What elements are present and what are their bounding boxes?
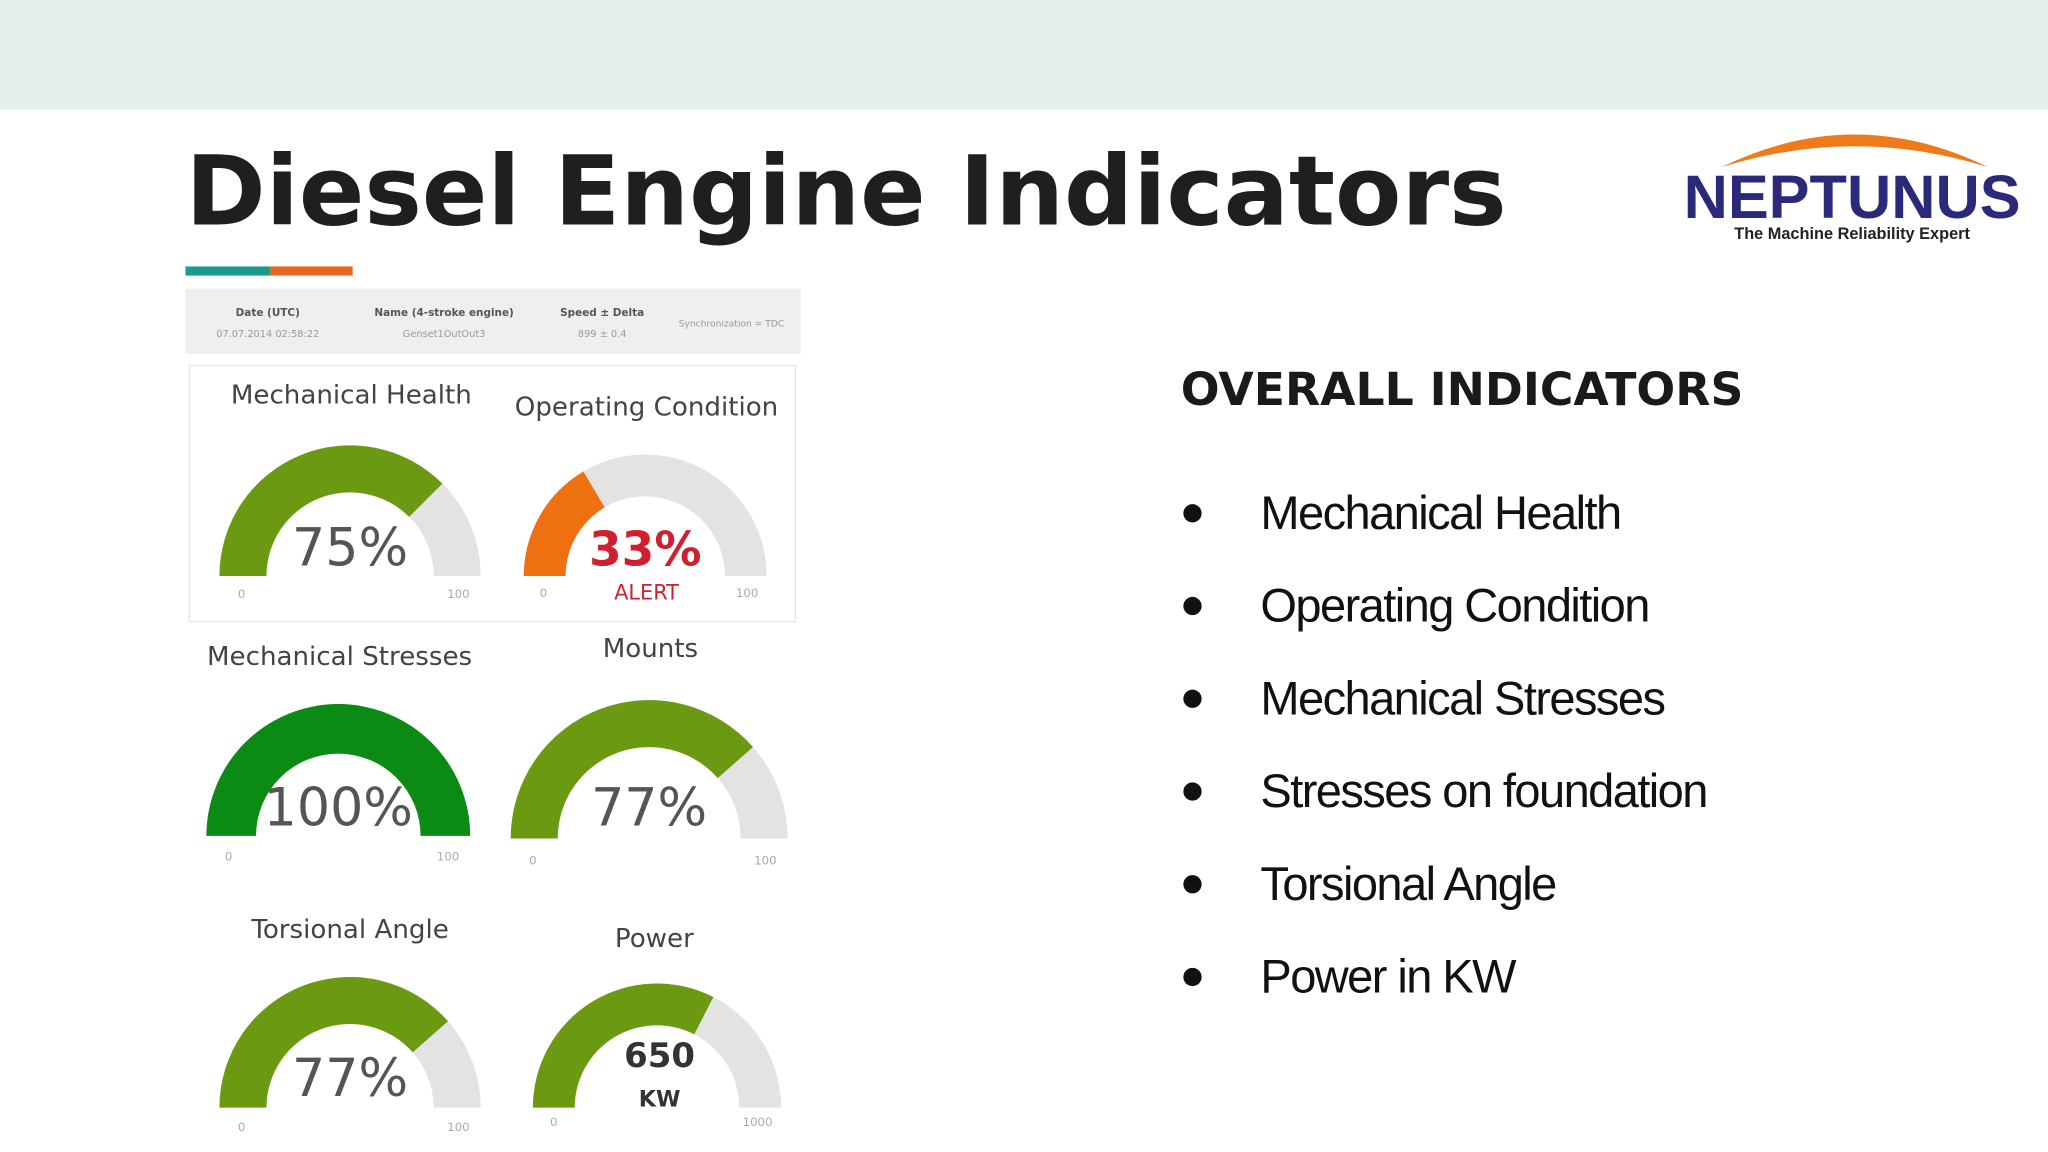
- gauge-max: 100: [736, 586, 758, 600]
- gauge-fill: [523, 471, 605, 576]
- gauge-title: Torsional Angle: [250, 915, 448, 945]
- info-label: Synchronization = TDC: [679, 320, 785, 330]
- gauge-min: 0: [225, 850, 232, 864]
- gauge-fill: [510, 700, 753, 839]
- gauges: Mechanical Health 75% 0 100 Operating Condit…: [206, 381, 788, 1134]
- indicator-item: Mechanical Stresses: [1260, 671, 1664, 724]
- gauge-unit: KW: [639, 1086, 681, 1112]
- indicator-item: Mechanical Health: [1260, 486, 1620, 539]
- info-strip: [185, 288, 801, 354]
- gauge-status: ALERT: [614, 581, 679, 605]
- bullet: [1183, 782, 1202, 801]
- logo-arc: [1721, 134, 1988, 168]
- logo: NEPTUNUS: [1684, 163, 2021, 232]
- gauge-fill: [532, 983, 714, 1108]
- gauge-min: 0: [238, 587, 245, 601]
- top-band: [0, 0, 2048, 110]
- gauge-fill: [206, 704, 471, 836]
- gauge-title: Operating Condition: [515, 392, 778, 422]
- indicator-list: Mechanical Health Operating Condition Mech…: [1183, 486, 1708, 1003]
- info-label: Name (4-stroke engine): [374, 307, 513, 319]
- slide-title: Diesel Engine Indicators: [185, 135, 1506, 248]
- gauge-max: 100: [447, 587, 469, 601]
- gauge-title: Mechanical Stresses: [207, 642, 472, 672]
- bullet: [1183, 504, 1202, 523]
- accent-teal: [185, 266, 271, 276]
- gauge-value: 75%: [292, 519, 408, 579]
- bullet: [1183, 596, 1202, 616]
- bullet: [1183, 967, 1202, 987]
- gauge-max: 100: [447, 1120, 469, 1134]
- indicator-item: Power in KW: [1260, 950, 1517, 1003]
- info-value: Genset1OutOut3: [403, 329, 486, 340]
- gauge-title: Power: [615, 924, 694, 954]
- gauge-fill: [219, 976, 449, 1108]
- gauge-value: 77%: [591, 778, 707, 838]
- gauge-title: Mounts: [603, 634, 698, 664]
- indicator-item: Operating Condition: [1260, 579, 1648, 632]
- info-value: 899 ± 0.4: [578, 329, 627, 340]
- gauge-value: 77%: [292, 1049, 408, 1109]
- gauge-value: 650: [624, 1036, 695, 1076]
- gauge-min: 0: [550, 1115, 557, 1129]
- gauge-min: 0: [529, 854, 536, 868]
- gauge-max: 1000: [743, 1115, 773, 1129]
- gauge-value: 100%: [264, 778, 413, 838]
- overall-heading: OVERALL INDICATORS: [1181, 363, 1744, 416]
- gauge-min: 0: [238, 1120, 245, 1134]
- info-value: 07.07.2014 02:58:22: [216, 329, 319, 340]
- gauge-value: 33%: [589, 523, 702, 578]
- gauge-max: 100: [754, 854, 776, 868]
- indicator-item: Torsional Angle: [1260, 857, 1556, 910]
- logo-tagline: The Machine Reliability Expert: [1734, 225, 1970, 243]
- info-label: Speed ± Delta: [560, 307, 644, 319]
- info-label: Date (UTC): [236, 307, 300, 319]
- gauge-max: 100: [437, 850, 459, 864]
- gauge-fill: [219, 445, 443, 576]
- gauge-title: Mechanical Health: [231, 381, 472, 411]
- gauge-min: 0: [540, 586, 547, 600]
- indicator-item: Stresses on foundation: [1260, 764, 1706, 817]
- bullet: [1183, 689, 1202, 708]
- bullet: [1183, 875, 1202, 894]
- gauge-card: [188, 365, 797, 623]
- accent-orange: [270, 266, 353, 276]
